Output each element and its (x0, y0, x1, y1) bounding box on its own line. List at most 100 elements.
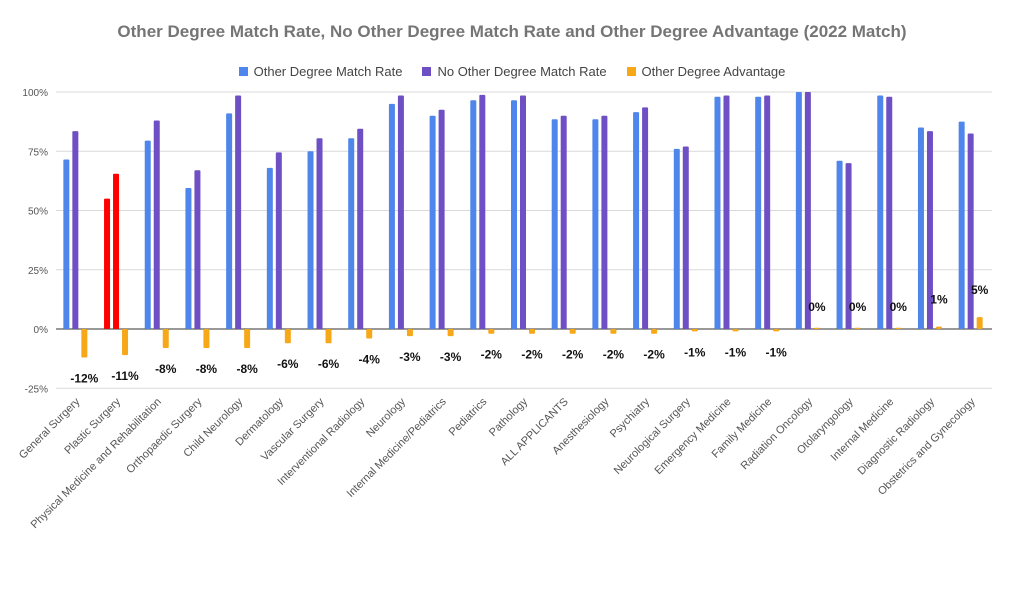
bar-other-degree (877, 95, 884, 330)
bar-no-other-degree (153, 120, 160, 329)
data-label: -6% (277, 357, 299, 371)
bar-other-degree (836, 160, 843, 329)
bar-other-degree (266, 167, 273, 329)
bar-other-degree (348, 138, 355, 329)
bar-no-other-degree (316, 138, 323, 329)
bar-advantage (691, 329, 698, 332)
y-tick-label: 75% (28, 147, 48, 158)
bar-advantage (651, 329, 658, 334)
data-label: -1% (766, 345, 788, 359)
data-label: -12% (70, 371, 98, 385)
data-label: -3% (399, 350, 421, 364)
data-label: -2% (481, 348, 503, 362)
bar-other-degree (388, 103, 395, 329)
data-label: -3% (440, 350, 462, 364)
bar-other-degree (226, 113, 233, 329)
bar-no-other-degree (397, 95, 404, 330)
bar-no-other-degree (438, 109, 445, 330)
bar-advantage (81, 329, 88, 358)
bar-advantage (732, 329, 739, 332)
bar-other-degree (144, 140, 151, 329)
data-label: -1% (725, 345, 747, 359)
bar-other-degree (673, 148, 680, 329)
bar-no-other-degree (967, 133, 974, 329)
bar-advantage (854, 327, 861, 329)
bar-other-degree (551, 119, 558, 329)
bar-no-other-degree (235, 95, 242, 330)
bar-no-other-degree (560, 115, 567, 329)
bar-other-degree (104, 198, 111, 329)
bar-other-degree (429, 115, 436, 329)
x-tick-label: Pediatrics (447, 396, 490, 439)
bar-other-degree (511, 100, 517, 329)
bar-no-other-degree (804, 92, 811, 329)
data-label: -2% (643, 348, 665, 362)
bar-other-degree (470, 100, 477, 329)
chart-title: Other Degree Match Rate, No Other Degree… (117, 22, 907, 41)
data-label: -8% (155, 362, 177, 376)
bar-no-other-degree (886, 96, 893, 330)
data-label: -8% (236, 362, 258, 376)
data-label: 5% (971, 283, 989, 297)
bar-advantage (895, 327, 902, 329)
y-tick-label: -25% (25, 384, 48, 395)
legend-item-no-other-degree: No Other Degree Match Rate (422, 64, 607, 79)
data-label: -2% (603, 348, 625, 362)
data-label: 0% (808, 300, 826, 314)
bar-other-degree (63, 159, 70, 329)
legend-label-advantage: Other Degree Advantage (641, 64, 786, 79)
bar-no-other-degree (682, 146, 689, 329)
bar-other-degree (592, 119, 599, 329)
bar-no-other-degree (723, 95, 730, 330)
bar-no-other-degree (601, 115, 608, 329)
x-tick-label: Neurological Surgery (612, 396, 693, 477)
bar-advantage (406, 329, 413, 337)
bar-advantage (162, 329, 169, 348)
x-tick-label: Radiation Oncology (739, 396, 816, 473)
bar-advantage (244, 329, 251, 348)
legend-swatch-no-other-degree (422, 67, 432, 76)
bar-advantage (488, 329, 495, 334)
bar-other-degree (633, 112, 640, 330)
x-tick-label: Emergency Medicine (652, 396, 733, 477)
bar-no-other-degree (642, 107, 649, 329)
bar-advantage (773, 329, 780, 332)
data-label: -1% (684, 345, 706, 359)
legend-swatch-other-degree (238, 67, 248, 76)
bar-no-other-degree (926, 131, 933, 329)
bar-no-other-degree (72, 131, 79, 329)
x-tick-label: Pathology (487, 396, 530, 439)
bar-other-degree (795, 92, 802, 329)
x-tick-label: Orthopaedic Surgery (124, 396, 205, 477)
data-label: -8% (196, 362, 218, 376)
legend-label-no-other-degree: No Other Degree Match Rate (437, 64, 607, 79)
bar-other-degree (307, 151, 314, 329)
data-label: -6% (318, 357, 340, 371)
bar-no-other-degree (479, 94, 486, 330)
bar-no-other-degree (275, 152, 282, 329)
bar-other-degree (714, 96, 721, 330)
legend-swatch-advantage (626, 67, 636, 76)
y-tick-label: 25% (28, 266, 48, 277)
bar-advantage (122, 329, 129, 356)
data-label: -2% (562, 348, 584, 362)
bar-other-degree (958, 121, 965, 329)
bar-advantage (610, 329, 617, 334)
bar-advantage (366, 329, 373, 339)
bar-advantage (203, 329, 210, 348)
y-tick-label: 50% (28, 207, 48, 218)
legend-item-other-degree: Other Degree Match Rate (238, 64, 403, 79)
legend-label-other-degree: Other Degree Match Rate (253, 64, 403, 79)
bar-no-other-degree (194, 170, 201, 329)
bar-advantage (325, 329, 332, 344)
bar-advantage (284, 329, 291, 344)
y-tick-label: 0% (34, 325, 49, 336)
data-label: -4% (359, 352, 381, 366)
bar-advantage (529, 329, 535, 334)
bar-advantage (447, 329, 454, 337)
bar-other-degree (185, 187, 192, 329)
bar-advantage (935, 326, 942, 329)
bar-advantage (813, 327, 820, 329)
